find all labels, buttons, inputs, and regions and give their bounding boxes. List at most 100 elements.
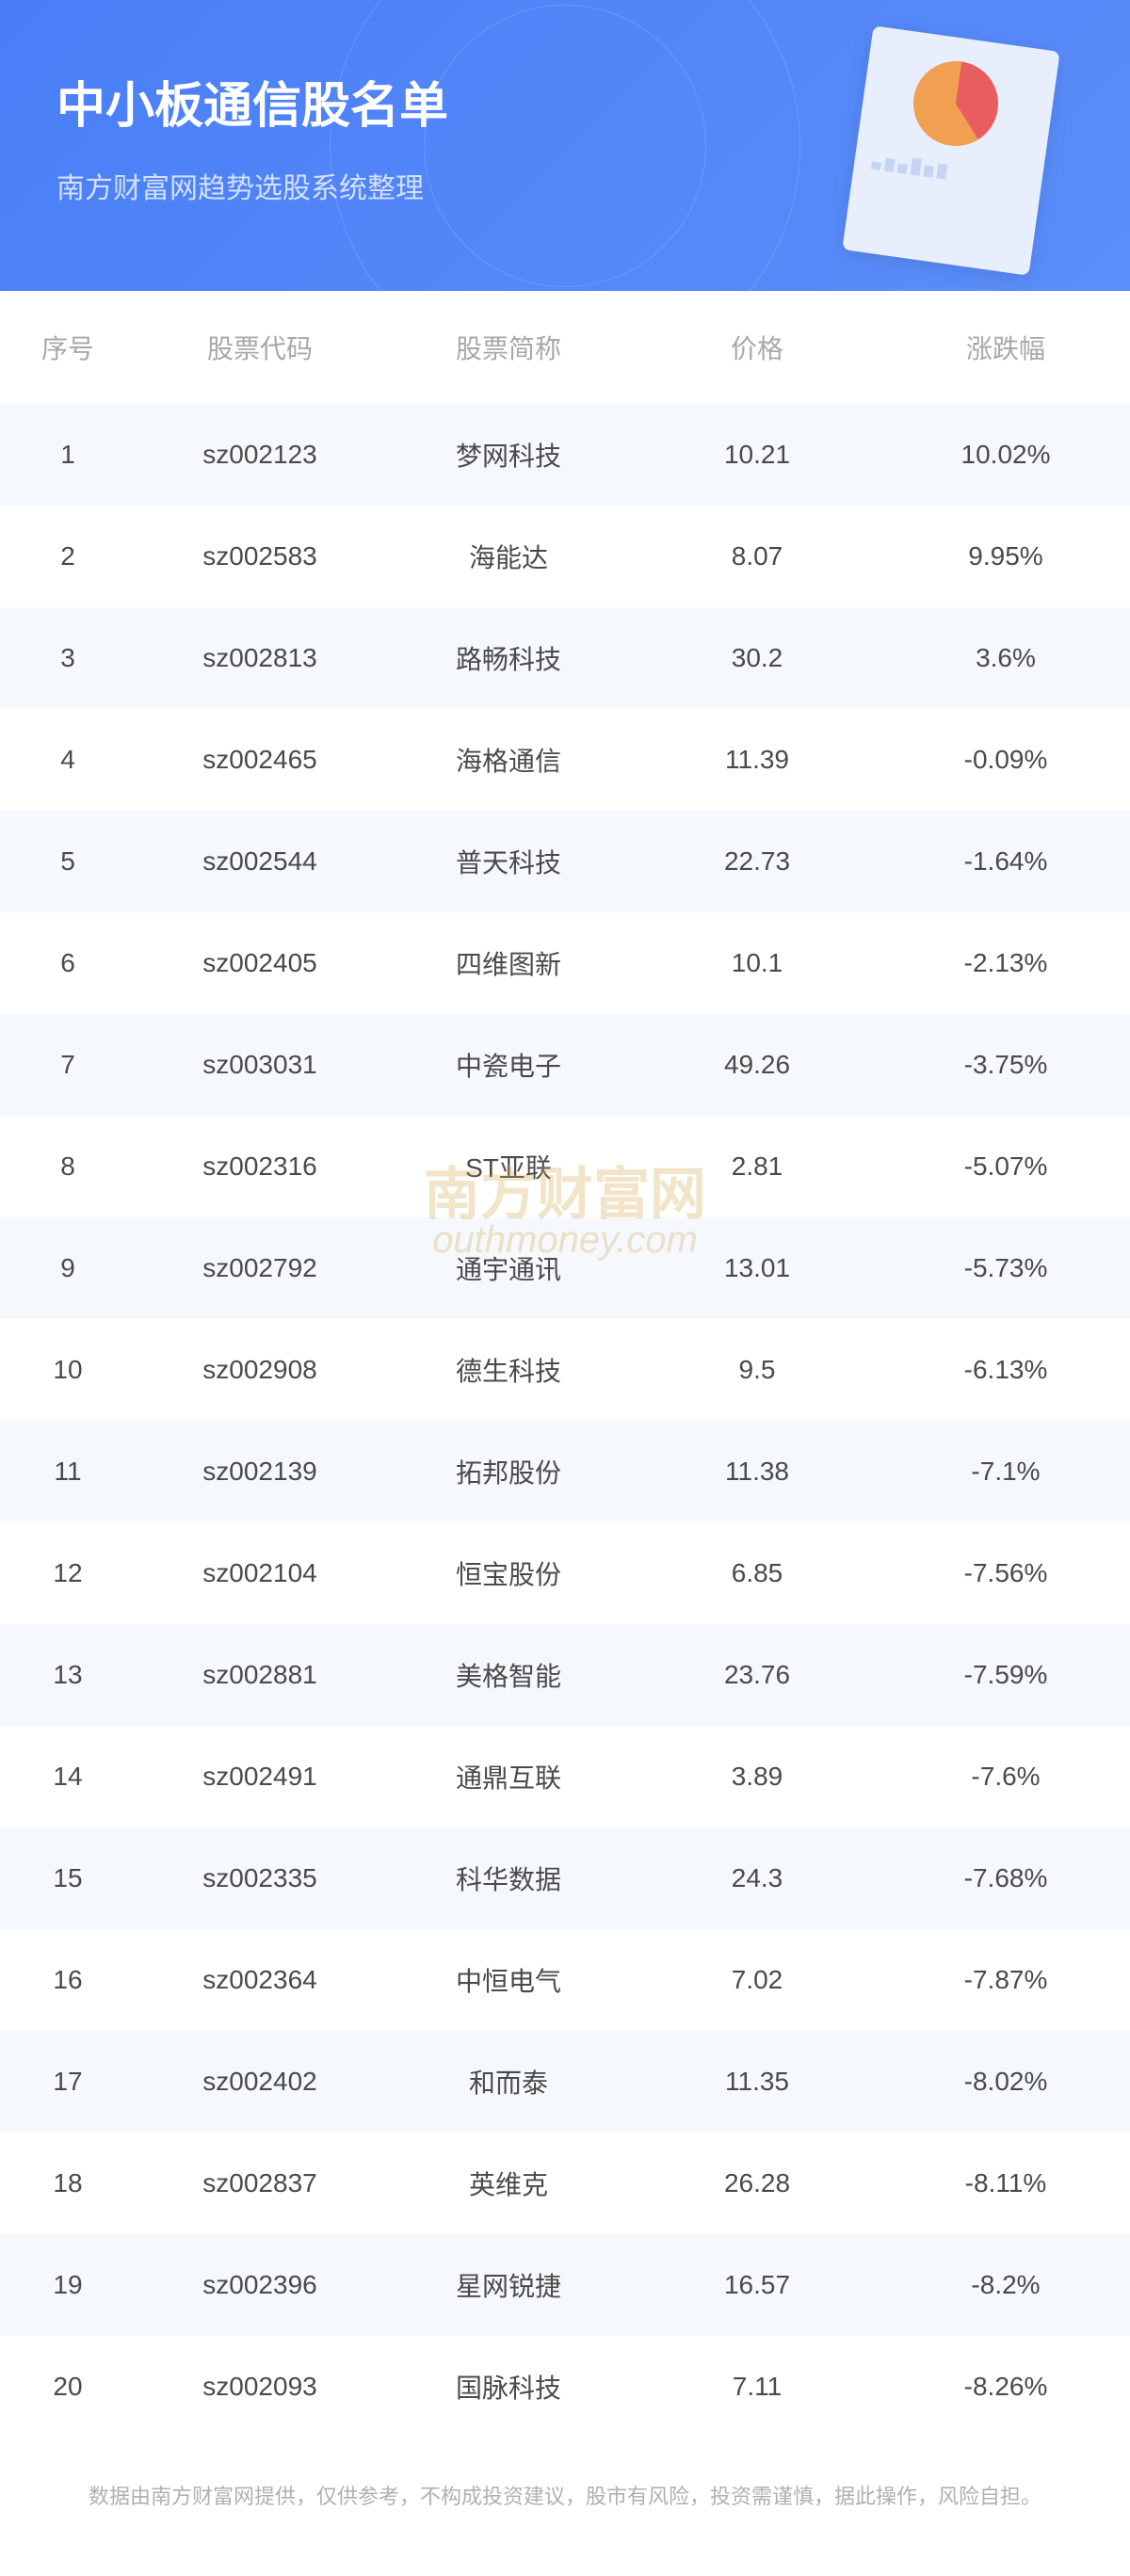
cell-change: -8.02% [881,2031,1130,2133]
cell-price: 11.38 [633,1421,881,1522]
cell-price: 30.2 [633,607,881,709]
cell-index: 2 [0,506,136,607]
cell-name: 中恒电气 [384,1929,633,2031]
cell-code: sz002316 [136,1116,384,1217]
cell-index: 5 [0,811,136,912]
cell-index: 15 [0,1827,136,1929]
cell-index: 3 [0,607,136,709]
cell-index: 7 [0,1014,136,1116]
table-row: 15sz002335科华数据24.3-7.68% [0,1827,1130,1929]
table-row: 12sz002104恒宝股份6.85-7.56% [0,1522,1130,1624]
col-header-index: 序号 [0,291,136,404]
table-row: 8sz002316ST亚联2.81-5.07% [0,1116,1130,1217]
cell-name: 海能达 [384,506,633,607]
cell-name: 美格智能 [384,1624,633,1726]
cell-code: sz002908 [136,1319,384,1421]
cell-change: -7.6% [881,1726,1130,1827]
header-banner: 中小板通信股名单 南方财富网趋势选股系统整理 [0,0,1130,291]
cell-price: 13.01 [633,1217,881,1319]
cell-change: -8.26% [881,2336,1130,2438]
cell-index: 18 [0,2133,136,2234]
col-header-name: 股票简称 [384,291,633,404]
cell-change: -7.59% [881,1624,1130,1726]
cell-code: sz002123 [136,404,384,506]
cell-change: -6.13% [881,1319,1130,1421]
cell-price: 23.76 [633,1624,881,1726]
cell-code: sz002583 [136,506,384,607]
table-header-row: 序号 股票代码 股票简称 价格 涨跌幅 [0,291,1130,404]
table-row: 6sz002405四维图新10.1-2.13% [0,912,1130,1014]
cell-price: 9.5 [633,1319,881,1421]
cell-index: 13 [0,1624,136,1726]
table-row: 10sz002908德生科技9.5-6.13% [0,1319,1130,1421]
cell-index: 16 [0,1929,136,2031]
table-row: 17sz002402和而泰11.35-8.02% [0,2031,1130,2133]
cell-code: sz002104 [136,1522,384,1624]
cell-name: 和而泰 [384,2031,633,2133]
stock-table: 序号 股票代码 股票简称 价格 涨跌幅 1sz002123梦网科技10.2110… [0,291,1130,2438]
cell-index: 4 [0,709,136,811]
table-section: 序号 股票代码 股票简称 价格 涨跌幅 1sz002123梦网科技10.2110… [0,291,1130,2438]
cell-name: 四维图新 [384,912,633,1014]
cell-change: -2.13% [881,912,1130,1014]
cell-code: sz002491 [136,1726,384,1827]
cell-code: sz002402 [136,2031,384,2133]
cell-name: 星网锐捷 [384,2234,633,2336]
table-row: 3sz002813路畅科技30.23.6% [0,607,1130,709]
cell-code: sz002405 [136,912,384,1014]
cell-name: 梦网科技 [384,404,633,506]
cell-price: 8.07 [633,506,881,607]
cell-change: -7.1% [881,1421,1130,1522]
cell-price: 3.89 [633,1726,881,1827]
cell-name: 海格通信 [384,709,633,811]
header-illustration [810,38,1074,245]
cell-name: 英维克 [384,2133,633,2234]
table-row: 14sz002491通鼎互联3.89-7.6% [0,1726,1130,1827]
cell-price: 16.57 [633,2234,881,2336]
cell-code: sz002093 [136,2336,384,2438]
cell-price: 7.11 [633,2336,881,2438]
cell-price: 26.28 [633,2133,881,2234]
cell-index: 6 [0,912,136,1014]
table-row: 2sz002583海能达8.079.95% [0,506,1130,607]
cell-name: 中瓷电子 [384,1014,633,1116]
table-row: 13sz002881美格智能23.76-7.59% [0,1624,1130,1726]
table-row: 18sz002837英维克26.28-8.11% [0,2133,1130,2234]
cell-code: sz002364 [136,1929,384,2031]
cell-change: 10.02% [881,404,1130,506]
cell-code: sz002139 [136,1421,384,1522]
page-container: 中小板通信股名单 南方财富网趋势选股系统整理 [0,0,1130,2576]
cell-change: -0.09% [881,709,1130,811]
table-row: 11sz002139拓邦股份11.38-7.1% [0,1421,1130,1522]
cell-name: 国脉科技 [384,2336,633,2438]
cell-name: 通宇通讯 [384,1217,633,1319]
col-header-change: 涨跌幅 [881,291,1130,404]
cell-index: 17 [0,2031,136,2133]
cell-code: sz002335 [136,1827,384,1929]
table-row: 1sz002123梦网科技10.2110.02% [0,404,1130,506]
cell-name: 恒宝股份 [384,1522,633,1624]
cell-change: -1.64% [881,811,1130,912]
cell-change: -8.2% [881,2234,1130,2336]
cell-index: 1 [0,404,136,506]
cell-price: 11.39 [633,709,881,811]
cell-index: 10 [0,1319,136,1421]
col-header-code: 股票代码 [136,291,384,404]
cell-price: 2.81 [633,1116,881,1217]
cell-name: 科华数据 [384,1827,633,1929]
table-row: 16sz002364中恒电气7.02-7.87% [0,1929,1130,2031]
cell-index: 19 [0,2234,136,2336]
cell-code: sz002881 [136,1624,384,1726]
cell-price: 11.35 [633,2031,881,2133]
cell-price: 10.1 [633,912,881,1014]
cell-price: 10.21 [633,404,881,506]
cell-change: -7.87% [881,1929,1130,2031]
table-row: 5sz002544普天科技22.73-1.64% [0,811,1130,912]
cell-code: sz002837 [136,2133,384,2234]
col-header-price: 价格 [633,291,881,404]
cell-code: sz002544 [136,811,384,912]
cell-index: 9 [0,1217,136,1319]
table-row: 7sz003031中瓷电子49.26-3.75% [0,1014,1130,1116]
cell-change: -7.68% [881,1827,1130,1929]
cell-code: sz002465 [136,709,384,811]
